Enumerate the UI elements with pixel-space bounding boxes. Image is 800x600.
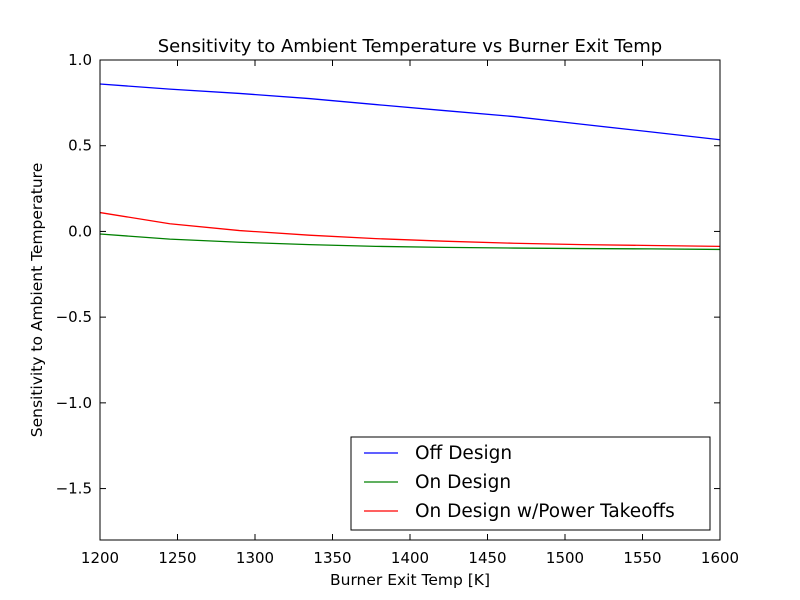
ticks-layer: 1200 1250 1300 1350 1400 1450 1500 1550 1600 1.0 0…	[56, 51, 740, 567]
series-line-on-design	[99, 233, 721, 251]
y-tick-label: 1.0	[68, 51, 92, 69]
y-tick-label: −1.5	[56, 480, 92, 498]
y-tick-label: −1.0	[56, 394, 92, 412]
y-tick-label: 0.5	[68, 137, 92, 155]
legend-label-on-design-power-takeoffs: On Design w/Power Takeoffs	[415, 501, 675, 522]
y-tick-label: −0.5	[56, 308, 92, 326]
chart-title: Sensitivity to Ambient Temperature vs Bu…	[158, 36, 662, 57]
x-tick-label: 1450	[468, 549, 506, 567]
y-tick-label: 0.0	[68, 222, 92, 240]
x-tick-label: 1550	[623, 549, 661, 567]
series-line-on-design-w-power-takeoffs	[99, 211, 721, 247]
x-tick-label: 1300	[236, 549, 274, 567]
x-tick-label: 1400	[391, 549, 429, 567]
legend-label-off-design: Off Design	[415, 443, 512, 464]
x-axis-title: Burner Exit Temp [K]	[330, 571, 490, 589]
y-axis-title: Sensitivity to Ambient Temperature	[28, 163, 46, 438]
x-tick-label: 1200	[81, 549, 119, 567]
series-line-off-design	[99, 83, 721, 141]
legend-box	[350, 436, 711, 531]
x-tick-label: 1250	[158, 549, 196, 567]
legend-label-on-design: On Design	[415, 472, 511, 493]
x-tick-label: 1600	[701, 549, 739, 567]
x-tick-label: 1350	[313, 549, 351, 567]
plot-frame	[99, 59, 721, 541]
series-layer	[99, 83, 721, 251]
x-tick-label: 1500	[546, 549, 584, 567]
legend: Off Design On Design On Design w/Power T…	[350, 436, 711, 531]
